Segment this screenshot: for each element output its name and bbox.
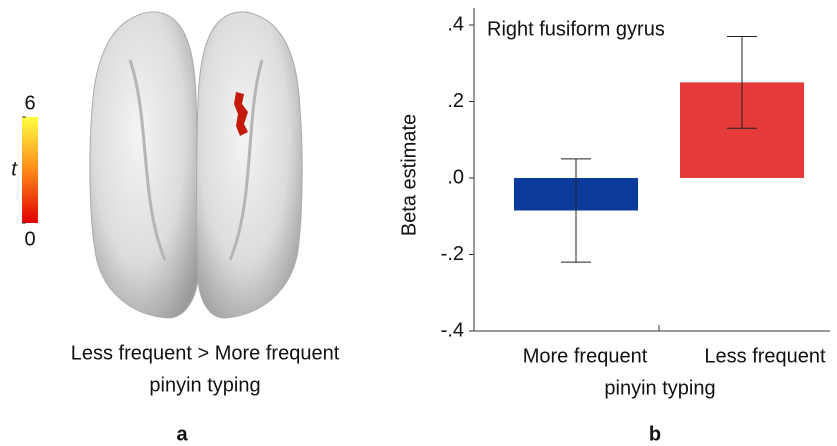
colorbar-tick-label: 0 xyxy=(24,228,35,250)
x-tick-label: More frequent xyxy=(523,345,648,367)
caption: Less frequent > More frequent xyxy=(71,342,340,364)
colorbar-tick-label: 6 xyxy=(24,92,35,114)
y-tick-label: -.4 xyxy=(441,319,464,341)
panel-label: b xyxy=(649,423,661,445)
x-axis-label: pinyin typing xyxy=(604,377,715,399)
y-tick-label: .4 xyxy=(447,13,464,35)
caption: pinyin typing xyxy=(149,374,260,396)
y-axis-label: Beta estimate xyxy=(398,114,420,236)
brain-image xyxy=(90,12,302,318)
y-tick-label: .2 xyxy=(447,90,464,112)
figure: t Less frequent > More frequent pinyin t… xyxy=(0,0,837,446)
chart-title: Right fusiform gyrus xyxy=(487,18,665,40)
y-tick-label: -.2 xyxy=(441,243,464,265)
colorbar-label: t xyxy=(11,158,18,180)
panel-label: a xyxy=(176,423,188,445)
y-tick-label: .0 xyxy=(447,166,464,188)
colorbar xyxy=(22,117,38,223)
x-tick-label: Less frequent xyxy=(704,345,826,367)
